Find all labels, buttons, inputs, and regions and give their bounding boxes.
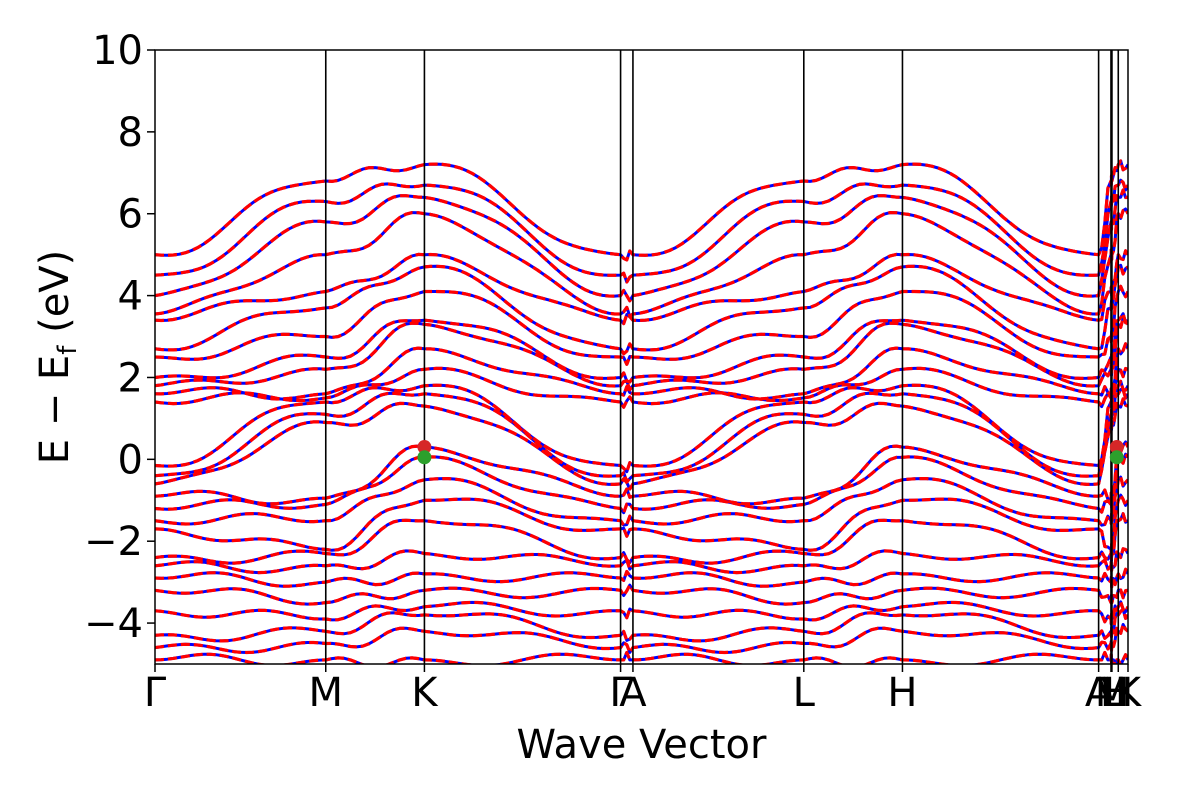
x-tick-label: H: [1103, 670, 1133, 716]
band-line: [155, 159, 1128, 262]
band-line: [155, 440, 1128, 506]
x-tick-label: A: [1085, 670, 1113, 716]
band-line: [155, 651, 1128, 664]
y-tick-label: 0: [118, 437, 143, 483]
y-tick-label: −2: [84, 519, 143, 565]
y-axis-title-main: E − E: [32, 355, 78, 465]
band-line: [155, 475, 1128, 527]
band-line: [155, 312, 1128, 384]
band-line: [155, 316, 1128, 392]
y-axis-title-subscript: f: [53, 345, 83, 355]
y-tick-label: −4: [84, 601, 143, 647]
band-line: [155, 397, 1128, 491]
y-tick-label: 6: [118, 192, 143, 238]
x-tick-label: L: [793, 670, 816, 716]
x-tick-label: H: [887, 670, 917, 716]
y-tick-label: 2: [118, 355, 143, 401]
band-line: [155, 388, 1128, 484]
band-line: [155, 650, 1128, 664]
band-line: [155, 600, 1128, 626]
band-line: [155, 622, 1128, 655]
y-axis: −4 −2 0 2 4 6 8 10: [84, 28, 155, 647]
plot-frame: [154, 49, 1129, 665]
x-tick-label: Γ: [609, 670, 632, 716]
x-tick-label: K: [411, 670, 439, 716]
y-axis-title-unit: (eV): [32, 250, 78, 346]
band-line: [155, 567, 1128, 589]
x-tick-label: K: [1115, 670, 1143, 716]
kpath-divider-lines: [324, 50, 1120, 664]
x-tick-label: Γ: [144, 670, 167, 716]
band-line: [155, 379, 1128, 474]
band-line: [155, 547, 1128, 575]
band-line: [155, 342, 1128, 401]
band-line: [155, 178, 1128, 284]
band-line: [155, 249, 1128, 326]
band-line: [155, 452, 1128, 515]
band-line: [155, 493, 1128, 557]
band-line: [155, 263, 1128, 356]
y-tick-label: 10: [92, 28, 143, 74]
x-tick-label: M: [1095, 670, 1130, 716]
band-line: [155, 366, 1128, 409]
band-line: [155, 512, 1128, 565]
vbm-marker: [417, 450, 432, 465]
band-edge-markers: [417, 440, 1124, 465]
cbm-marker: [1109, 440, 1124, 455]
band-line: [155, 207, 1128, 318]
x-tick-label: A: [619, 670, 647, 716]
x-axis-title: Wave Vector: [517, 722, 768, 768]
band-line: [155, 583, 1128, 606]
band-line: [155, 284, 1128, 366]
y-tick-label: 4: [118, 274, 143, 320]
x-tick-label: M: [309, 670, 344, 716]
x-tick-label: L: [1100, 670, 1123, 716]
vbm-marker: [1109, 450, 1124, 465]
band-line: [155, 188, 1128, 303]
band-line: [155, 284, 1128, 366]
band-line: [155, 607, 1128, 643]
cbm-marker: [417, 440, 432, 455]
y-axis-title: E − Ef (eV): [32, 250, 83, 465]
y-tick-label: 8: [118, 110, 143, 156]
band-line: [155, 178, 1128, 284]
bands-layer: [155, 159, 1128, 664]
band-line: [155, 312, 1128, 384]
